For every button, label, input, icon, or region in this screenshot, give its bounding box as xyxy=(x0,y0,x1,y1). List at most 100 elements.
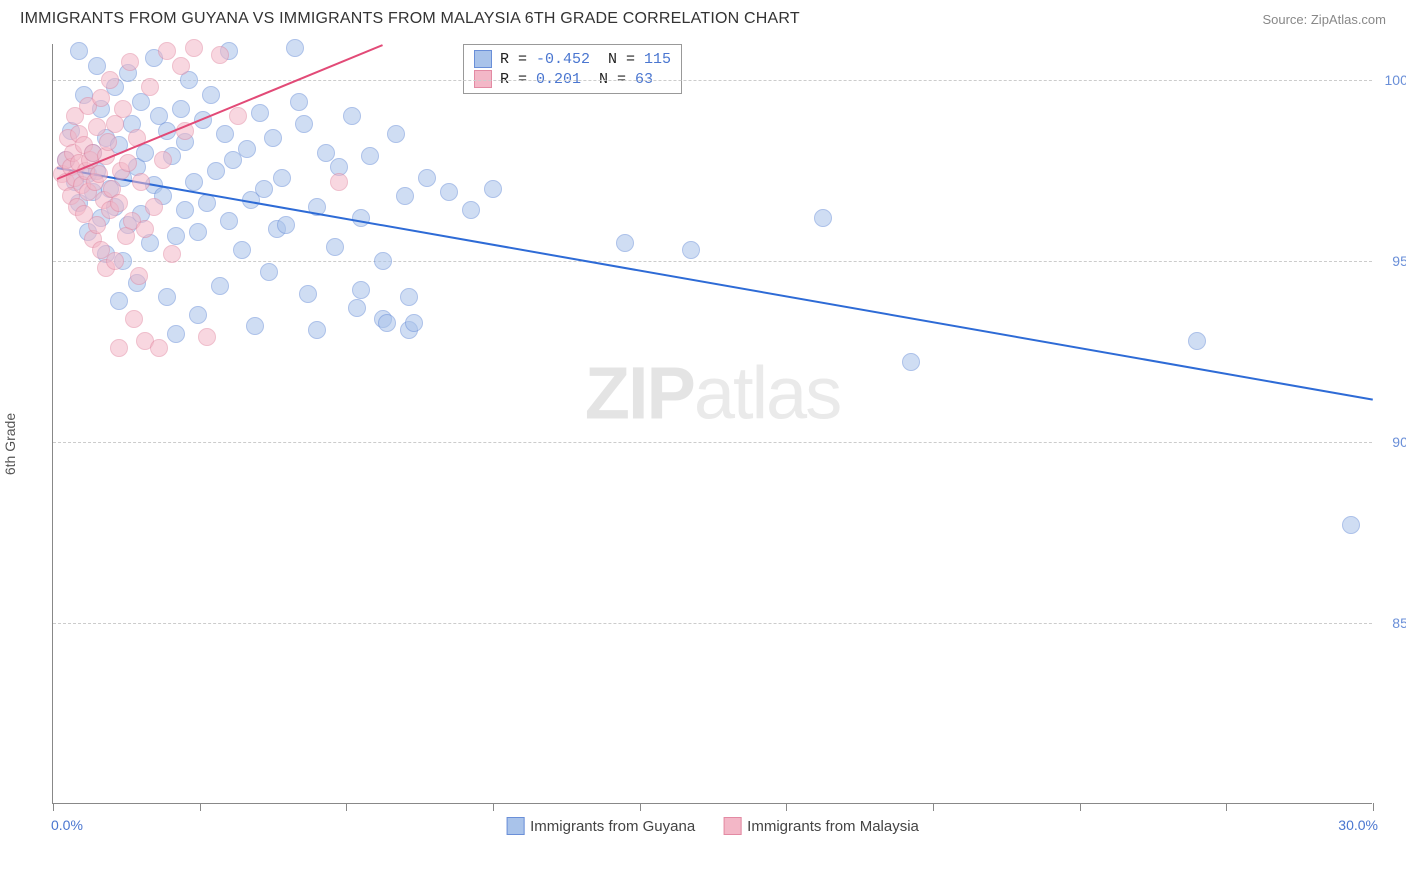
data-point xyxy=(616,234,634,252)
data-point xyxy=(330,173,348,191)
data-point xyxy=(154,151,172,169)
legend-n: N = 63 xyxy=(599,71,653,88)
data-point xyxy=(400,288,418,306)
data-point xyxy=(198,194,216,212)
correlation-legend: R = -0.452 N = 115 R = 0.201 N = 63 xyxy=(463,44,682,94)
data-point xyxy=(189,306,207,324)
data-point xyxy=(348,299,366,317)
data-point xyxy=(145,198,163,216)
data-point xyxy=(198,328,216,346)
gridline-h xyxy=(53,80,1372,81)
chart-title: IMMIGRANTS FROM GUYANA VS IMMIGRANTS FRO… xyxy=(20,10,800,28)
data-point xyxy=(185,39,203,57)
data-point xyxy=(158,288,176,306)
data-point xyxy=(185,173,203,191)
x-tick xyxy=(786,803,787,811)
gridline-h xyxy=(53,261,1372,262)
data-point xyxy=(141,78,159,96)
data-point xyxy=(211,277,229,295)
data-point xyxy=(290,93,308,111)
data-point xyxy=(229,107,247,125)
data-point xyxy=(352,209,370,227)
data-point xyxy=(92,89,110,107)
data-point xyxy=(387,125,405,143)
data-point xyxy=(273,169,291,187)
y-axis-label: 6th Grade xyxy=(2,413,18,475)
legend-r: R = 0.201 xyxy=(500,71,581,88)
data-point xyxy=(207,162,225,180)
data-point xyxy=(374,252,392,270)
data-point xyxy=(211,46,229,64)
x-axis-min-label: 0.0% xyxy=(51,817,83,833)
watermark: ZIPatlas xyxy=(585,351,840,436)
data-point xyxy=(189,223,207,241)
data-point xyxy=(90,165,108,183)
data-point xyxy=(361,147,379,165)
data-point xyxy=(343,107,361,125)
gridline-h xyxy=(53,623,1372,624)
data-point xyxy=(110,339,128,357)
legend-item: Immigrants from Malaysia xyxy=(723,817,919,835)
data-point xyxy=(114,100,132,118)
data-point xyxy=(101,71,119,89)
data-point xyxy=(136,220,154,238)
data-point xyxy=(167,325,185,343)
data-point xyxy=(462,201,480,219)
legend-swatch xyxy=(506,817,524,835)
legend-n: N = 115 xyxy=(608,51,671,68)
gridline-h xyxy=(53,442,1372,443)
data-point xyxy=(238,140,256,158)
data-point xyxy=(264,129,282,147)
x-tick xyxy=(1226,803,1227,811)
data-point xyxy=(167,227,185,245)
data-point xyxy=(172,100,190,118)
data-point xyxy=(233,241,251,259)
chart-container: 6th Grade ZIPatlas R = -0.452N = 115R = … xyxy=(12,34,1392,854)
data-point xyxy=(163,245,181,263)
trend-line xyxy=(57,167,1373,401)
x-axis-max-label: 30.0% xyxy=(1338,817,1378,833)
data-point xyxy=(396,187,414,205)
data-point xyxy=(814,209,832,227)
data-point xyxy=(158,42,176,60)
data-point xyxy=(130,267,148,285)
data-point xyxy=(88,216,106,234)
data-point xyxy=(132,173,150,191)
x-tick xyxy=(640,803,641,811)
series-legend: Immigrants from Guyana Immigrants from Ma… xyxy=(506,817,919,835)
data-point xyxy=(88,57,106,75)
data-point xyxy=(251,104,269,122)
data-point xyxy=(125,310,143,328)
data-point xyxy=(317,144,335,162)
watermark-rest: atlas xyxy=(694,352,840,435)
legend-label: Immigrants from Guyana xyxy=(530,818,695,835)
data-point xyxy=(220,212,238,230)
data-point xyxy=(299,285,317,303)
data-point xyxy=(378,314,396,332)
y-tick-label: 100.0% xyxy=(1385,72,1406,88)
data-point xyxy=(418,169,436,187)
source-attribution: Source: ZipAtlas.com xyxy=(1262,12,1386,27)
data-point xyxy=(110,194,128,212)
x-tick xyxy=(493,803,494,811)
data-point xyxy=(121,53,139,71)
data-point xyxy=(1342,516,1360,534)
legend-r: R = -0.452 xyxy=(500,51,590,68)
data-point xyxy=(326,238,344,256)
y-tick-label: 95.0% xyxy=(1392,253,1406,269)
x-tick xyxy=(1373,803,1374,811)
data-point xyxy=(110,292,128,310)
data-point xyxy=(172,57,190,75)
x-tick xyxy=(933,803,934,811)
x-tick xyxy=(346,803,347,811)
data-point xyxy=(405,314,423,332)
legend-row: R = 0.201 N = 63 xyxy=(474,69,671,89)
data-point xyxy=(1188,332,1206,350)
x-tick xyxy=(53,803,54,811)
data-point xyxy=(902,353,920,371)
source-link[interactable]: ZipAtlas.com xyxy=(1311,12,1386,27)
data-point xyxy=(99,133,117,151)
data-point xyxy=(70,42,88,60)
legend-label: Immigrants from Malaysia xyxy=(747,818,919,835)
data-point xyxy=(176,201,194,219)
